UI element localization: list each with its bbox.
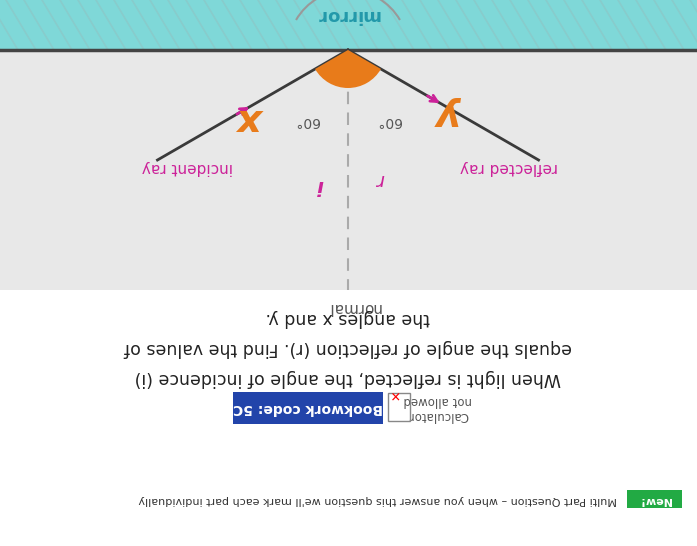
Text: Bookwork code: 5C: Bookwork code: 5C: [233, 401, 383, 415]
Text: x: x: [240, 101, 266, 139]
Text: incident ray: incident ray: [142, 161, 233, 175]
Text: y: y: [436, 96, 461, 134]
Text: mirror: mirror: [316, 6, 380, 24]
Text: r: r: [376, 170, 384, 189]
Wedge shape: [315, 50, 348, 88]
Text: Calculator
not allowed: Calculator not allowed: [404, 394, 473, 422]
Text: 60°: 60°: [376, 114, 401, 128]
Text: i: i: [316, 175, 323, 194]
Wedge shape: [348, 50, 381, 88]
Text: ✕: ✕: [388, 388, 398, 401]
Text: the angles x and y.: the angles x and y.: [266, 309, 430, 327]
Text: equals the angle of reflection (r). Find the values of: equals the angle of reflection (r). Find…: [124, 339, 572, 357]
Bar: [233, 392, 383, 424]
Text: normal: normal: [327, 300, 381, 315]
Bar: [388, 393, 410, 421]
Text: When light is reflected, the angle of incidence (i): When light is reflected, the angle of in…: [135, 369, 561, 387]
Text: New!: New!: [639, 495, 671, 505]
Text: Multi Part Question – when you answer this question we'll mark each part individ: Multi Part Question – when you answer th…: [139, 495, 618, 505]
Text: reflected ray: reflected ray: [459, 161, 558, 175]
Text: 60°: 60°: [295, 114, 319, 128]
Bar: [627, 490, 682, 508]
Bar: [0, 0, 697, 50]
Bar: [0, 290, 697, 546]
